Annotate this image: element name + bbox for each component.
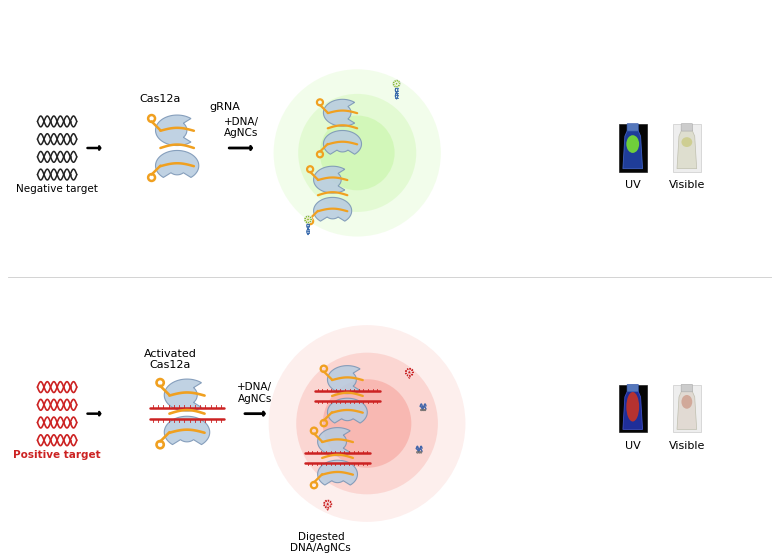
- FancyBboxPatch shape: [673, 385, 701, 432]
- Circle shape: [392, 82, 395, 84]
- Circle shape: [411, 368, 413, 372]
- Ellipse shape: [626, 392, 639, 421]
- Circle shape: [411, 373, 413, 376]
- FancyBboxPatch shape: [619, 385, 646, 432]
- Polygon shape: [318, 460, 357, 485]
- Circle shape: [399, 83, 401, 85]
- Circle shape: [412, 371, 414, 374]
- Text: +DNA/
AgNCs: +DNA/ AgNCs: [224, 117, 259, 138]
- FancyBboxPatch shape: [627, 124, 639, 131]
- Circle shape: [394, 85, 396, 88]
- Circle shape: [304, 217, 306, 220]
- Polygon shape: [314, 197, 352, 221]
- Circle shape: [418, 451, 420, 453]
- Polygon shape: [155, 150, 199, 177]
- Text: Digested
DNA/AgNCs: Digested DNA/AgNCs: [291, 532, 351, 553]
- Circle shape: [307, 219, 309, 221]
- Text: Negative target: Negative target: [16, 184, 98, 195]
- Circle shape: [406, 368, 409, 371]
- Polygon shape: [623, 129, 643, 169]
- Polygon shape: [164, 379, 201, 411]
- Circle shape: [310, 219, 312, 221]
- Circle shape: [420, 409, 422, 411]
- Circle shape: [422, 409, 424, 411]
- Circle shape: [408, 371, 411, 374]
- Text: gRNA: gRNA: [210, 102, 241, 112]
- Text: Visible: Visible: [669, 181, 705, 191]
- Circle shape: [274, 69, 441, 236]
- Polygon shape: [164, 416, 210, 444]
- Polygon shape: [323, 130, 361, 154]
- Circle shape: [329, 500, 332, 503]
- Text: Activated
Cas12a: Activated Cas12a: [144, 349, 197, 371]
- Circle shape: [329, 505, 332, 508]
- Circle shape: [269, 325, 465, 522]
- Circle shape: [420, 451, 422, 453]
- FancyBboxPatch shape: [673, 125, 701, 172]
- FancyBboxPatch shape: [681, 385, 692, 392]
- Text: +DNA/
AgNCs: +DNA/ AgNCs: [238, 382, 273, 404]
- FancyBboxPatch shape: [681, 124, 692, 131]
- FancyBboxPatch shape: [619, 125, 646, 172]
- Circle shape: [325, 506, 327, 509]
- Circle shape: [296, 353, 438, 494]
- Text: Cas12a: Cas12a: [140, 94, 181, 104]
- Circle shape: [416, 451, 418, 453]
- Text: Positive target: Positive target: [13, 450, 101, 460]
- Circle shape: [424, 409, 426, 411]
- Text: Visible: Visible: [669, 441, 705, 451]
- Ellipse shape: [681, 137, 692, 147]
- Circle shape: [409, 375, 411, 377]
- Circle shape: [323, 501, 326, 504]
- Circle shape: [304, 219, 306, 222]
- Polygon shape: [155, 115, 191, 145]
- Circle shape: [309, 216, 312, 219]
- Circle shape: [396, 86, 399, 88]
- Polygon shape: [314, 166, 345, 193]
- Polygon shape: [318, 428, 350, 456]
- Circle shape: [305, 216, 308, 218]
- Circle shape: [325, 500, 327, 503]
- Polygon shape: [677, 389, 697, 429]
- Polygon shape: [327, 366, 360, 394]
- Circle shape: [305, 221, 308, 224]
- Ellipse shape: [626, 135, 639, 153]
- Circle shape: [392, 83, 395, 86]
- Circle shape: [308, 221, 310, 224]
- Circle shape: [405, 372, 407, 375]
- Text: UV: UV: [625, 441, 640, 451]
- Circle shape: [394, 80, 396, 82]
- Circle shape: [398, 84, 400, 87]
- Circle shape: [329, 503, 333, 505]
- FancyBboxPatch shape: [627, 385, 639, 392]
- Circle shape: [398, 80, 400, 83]
- Circle shape: [405, 369, 407, 372]
- Circle shape: [406, 374, 409, 377]
- Polygon shape: [327, 398, 368, 423]
- Circle shape: [409, 367, 411, 370]
- Ellipse shape: [681, 395, 692, 409]
- Circle shape: [327, 499, 329, 502]
- Circle shape: [396, 79, 399, 82]
- Circle shape: [320, 116, 395, 190]
- Circle shape: [308, 215, 310, 218]
- Circle shape: [309, 220, 312, 222]
- Polygon shape: [623, 389, 643, 429]
- Text: UV: UV: [625, 181, 640, 191]
- Circle shape: [298, 94, 416, 212]
- Circle shape: [326, 503, 329, 505]
- Circle shape: [323, 504, 326, 507]
- Circle shape: [322, 379, 411, 468]
- Polygon shape: [677, 129, 697, 169]
- Polygon shape: [323, 100, 354, 126]
- Circle shape: [395, 83, 398, 85]
- Circle shape: [327, 506, 329, 509]
